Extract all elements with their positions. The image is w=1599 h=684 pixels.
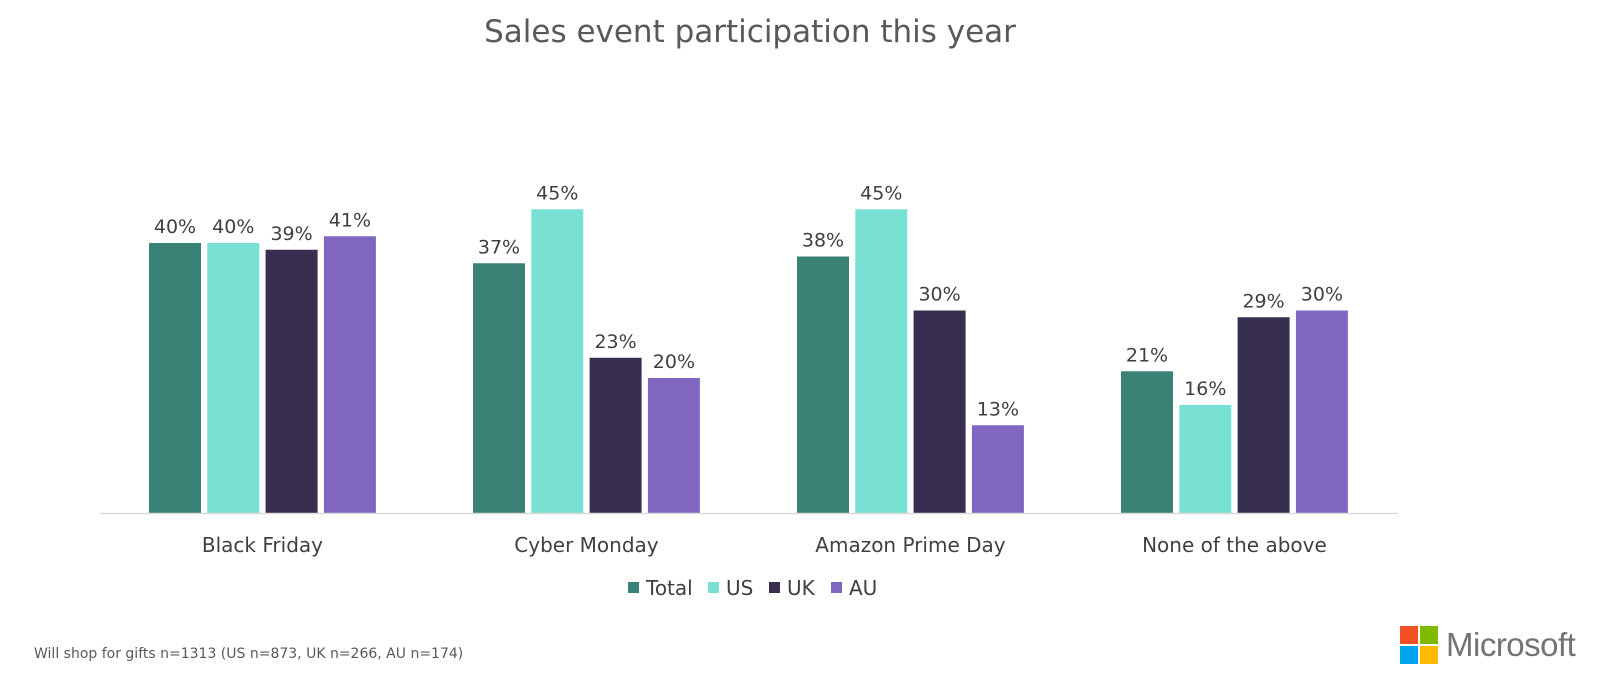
data-label-none-of-the-above-total: 21% [1126, 344, 1168, 366]
legend-swatch-total [628, 582, 639, 593]
bar-amazon-prime-day-total [797, 256, 849, 513]
data-label-black-friday-total: 40% [154, 216, 196, 238]
logo-square-green [1420, 626, 1438, 644]
bar-black-friday-total [149, 243, 201, 513]
labels-layer: 40% 40% 39% 41% Black Friday 37% 45% 23% 20% Cybe… [154, 182, 1343, 557]
legend-label-au: AU [849, 576, 877, 600]
microsoft-brand: Microsoft [1400, 624, 1576, 666]
data-label-black-friday-uk: 39% [270, 223, 312, 245]
logo-square-yellow [1420, 646, 1438, 664]
legend-label-us: US [726, 576, 753, 600]
data-label-amazon-prime-day-us: 45% [860, 182, 902, 204]
bar-none-of-the-above-au [1295, 310, 1348, 513]
bar-amazon-prime-day-uk [913, 310, 966, 513]
bars-layer [149, 209, 1348, 513]
brand-name: Microsoft [1446, 626, 1576, 663]
bar-black-friday-uk [265, 249, 318, 513]
data-label-amazon-prime-day-total: 38% [802, 230, 844, 252]
x-tick-label-black-friday: Black Friday [202, 533, 323, 557]
data-label-amazon-prime-day-au: 13% [977, 398, 1019, 420]
data-label-cyber-monday-au: 20% [653, 351, 695, 373]
data-label-black-friday-us: 40% [212, 216, 254, 238]
x-tick-label-none-of-the-above: None of the above [1142, 533, 1327, 557]
x-tick-label-amazon-prime-day: Amazon Prime Day [815, 533, 1005, 557]
microsoft-logo-icon [1400, 626, 1438, 664]
legend-swatch-us [708, 582, 719, 593]
legend-swatch-uk [769, 582, 780, 593]
chart-title: Sales event participation this year [484, 14, 1016, 50]
bar-black-friday-au [323, 236, 376, 513]
legend-swatch-au [831, 582, 842, 593]
logo-square-red [1400, 626, 1418, 644]
data-label-none-of-the-above-au: 30% [1301, 284, 1343, 306]
data-label-cyber-monday-us: 45% [536, 182, 578, 204]
bar-amazon-prime-day-au [971, 425, 1024, 513]
data-label-none-of-the-above-us: 16% [1184, 378, 1226, 400]
legend: Total US UK AU [628, 576, 877, 600]
bar-none-of-the-above-uk [1237, 317, 1290, 513]
bar-cyber-monday-us [531, 209, 584, 513]
logo-square-blue [1400, 646, 1418, 664]
x-tick-label-cyber-monday: Cyber Monday [514, 533, 659, 557]
data-label-amazon-prime-day-uk: 30% [918, 284, 960, 306]
bar-cyber-monday-au [647, 378, 700, 513]
data-label-cyber-monday-total: 37% [478, 236, 520, 258]
bar-cyber-monday-uk [589, 357, 642, 513]
bar-cyber-monday-total [473, 263, 525, 513]
legend-label-uk: UK [787, 576, 816, 600]
bar-black-friday-us [207, 243, 260, 513]
legend-label-total: Total [645, 576, 693, 600]
data-label-black-friday-au: 41% [329, 209, 371, 231]
bar-none-of-the-above-total [1121, 371, 1173, 513]
data-label-none-of-the-above-uk: 29% [1242, 290, 1284, 312]
data-label-cyber-monday-uk: 23% [594, 331, 636, 353]
bar-none-of-the-above-us [1179, 405, 1232, 513]
footnote: Will shop for gifts n=1313 (US n=873, UK… [34, 646, 464, 662]
bar-amazon-prime-day-us [855, 209, 908, 513]
